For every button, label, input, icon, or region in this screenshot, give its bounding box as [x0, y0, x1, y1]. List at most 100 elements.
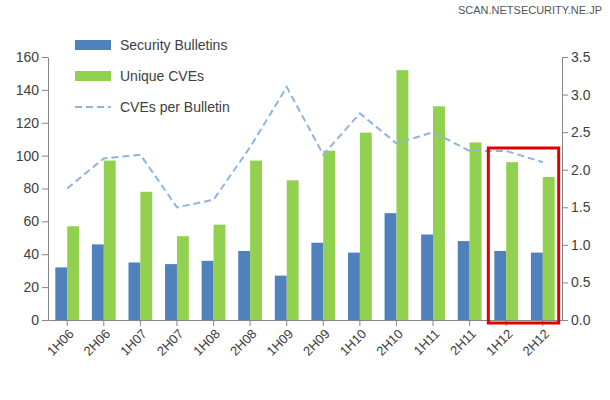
tick: 0.5 — [562, 274, 591, 290]
tick: 2H06 — [81, 320, 114, 359]
tick: 1H09 — [264, 320, 297, 359]
tick-label: 2H09 — [300, 326, 333, 359]
bar — [202, 261, 214, 320]
tick: 2H09 — [300, 320, 333, 359]
legend-label: CVEs per Bulletin — [120, 99, 230, 115]
bar — [396, 70, 408, 320]
bar — [421, 235, 433, 320]
bar — [494, 251, 506, 320]
plot-marks — [55, 70, 554, 320]
tick: 1H08 — [190, 320, 223, 359]
chart: 0204060801001201401600.00.51.01.52.02.53… — [0, 0, 610, 400]
tick-label: 1H09 — [264, 326, 297, 359]
tick: 80 — [23, 180, 48, 196]
bar — [238, 251, 250, 320]
tick-mark — [562, 282, 568, 283]
tick-label: 2H10 — [373, 326, 406, 359]
legend-label: Unique CVEs — [120, 68, 204, 84]
tick-mark — [42, 90, 48, 91]
tick-label: 120 — [16, 115, 40, 131]
tick: 3.0 — [562, 87, 591, 103]
tick-mark — [42, 287, 48, 288]
tick-mark — [323, 320, 324, 326]
tick: 140 — [16, 82, 48, 98]
legend: Security BulletinsUnique CVEsCVEs per Bu… — [75, 37, 230, 115]
bar — [385, 213, 397, 320]
bar — [275, 276, 287, 320]
bar — [214, 225, 226, 320]
axis-line — [49, 320, 563, 321]
tick-label: 100 — [16, 148, 40, 164]
bar — [348, 253, 360, 320]
tick-label: 40 — [23, 246, 39, 262]
tick-label: 1H08 — [190, 326, 223, 359]
tick: 1H12 — [483, 320, 516, 359]
bar — [531, 253, 543, 320]
tick-mark — [286, 320, 287, 326]
tick-label: 1H10 — [337, 326, 370, 359]
tick: 160 — [16, 49, 48, 65]
tick-mark — [562, 320, 568, 321]
tick-mark — [562, 170, 568, 171]
tick: 1H10 — [337, 320, 370, 359]
bar — [104, 161, 116, 320]
tick-label: 0.5 — [571, 274, 591, 290]
tick: 100 — [16, 148, 48, 164]
tick: 2H11 — [447, 320, 479, 358]
tick: 0.0 — [562, 312, 591, 328]
tick: 120 — [16, 115, 48, 131]
tick-label: 2H12 — [520, 326, 553, 359]
tick-mark — [42, 254, 48, 255]
tick-label: 80 — [23, 180, 39, 196]
tick: 2H10 — [373, 320, 406, 359]
bar — [165, 264, 177, 320]
y-axis: 020406080100120140160 — [16, 49, 49, 328]
tick-label: 140 — [16, 82, 40, 98]
tick-label: 160 — [16, 49, 40, 65]
tick-label: 1.0 — [571, 237, 591, 253]
tick: 2H07 — [154, 320, 187, 359]
bar — [311, 243, 323, 320]
tick: 20 — [23, 279, 48, 295]
tick-label: 3.5 — [571, 49, 591, 65]
tick-label: 0.0 — [571, 312, 591, 328]
tick: 1H06 — [44, 320, 77, 359]
bar — [543, 177, 555, 320]
tick-mark — [42, 57, 48, 58]
bar — [287, 180, 299, 320]
tick-mark — [42, 123, 48, 124]
tick-label: 2H08 — [227, 326, 260, 359]
tick-mark — [562, 95, 568, 96]
tick-mark — [176, 320, 177, 326]
tick-mark — [42, 189, 48, 190]
tick: 2H08 — [227, 320, 260, 359]
tick-label: 1H06 — [44, 326, 77, 359]
line — [67, 87, 543, 207]
highlight-box — [488, 148, 558, 323]
tick-label: 20 — [23, 279, 39, 295]
tick: 1H07 — [117, 320, 150, 359]
tick-label: 2.5 — [571, 124, 591, 140]
tick-mark — [213, 320, 214, 326]
tick-label: 2H07 — [154, 326, 187, 359]
tick-mark — [562, 245, 568, 246]
legend-swatch — [75, 106, 111, 108]
tick-label: 2H11 — [447, 326, 479, 358]
tick-mark — [140, 320, 141, 326]
tick-label: 1H11 — [411, 326, 443, 358]
tick-mark — [469, 320, 470, 326]
tick-label: 2H06 — [81, 326, 114, 359]
tick-mark — [250, 320, 251, 326]
tick: 2H12 — [520, 320, 553, 359]
tick: 1H11 — [411, 320, 443, 358]
bar — [177, 236, 189, 320]
bar — [506, 162, 518, 320]
tick-label: 1H12 — [483, 326, 516, 359]
tick-label: 0 — [31, 312, 39, 328]
tick: 1.5 — [562, 199, 591, 215]
tick-mark — [67, 320, 68, 326]
tick: 3.5 — [562, 49, 591, 65]
legend-swatch — [75, 40, 111, 50]
bar — [458, 241, 470, 320]
tick-mark — [562, 57, 568, 58]
